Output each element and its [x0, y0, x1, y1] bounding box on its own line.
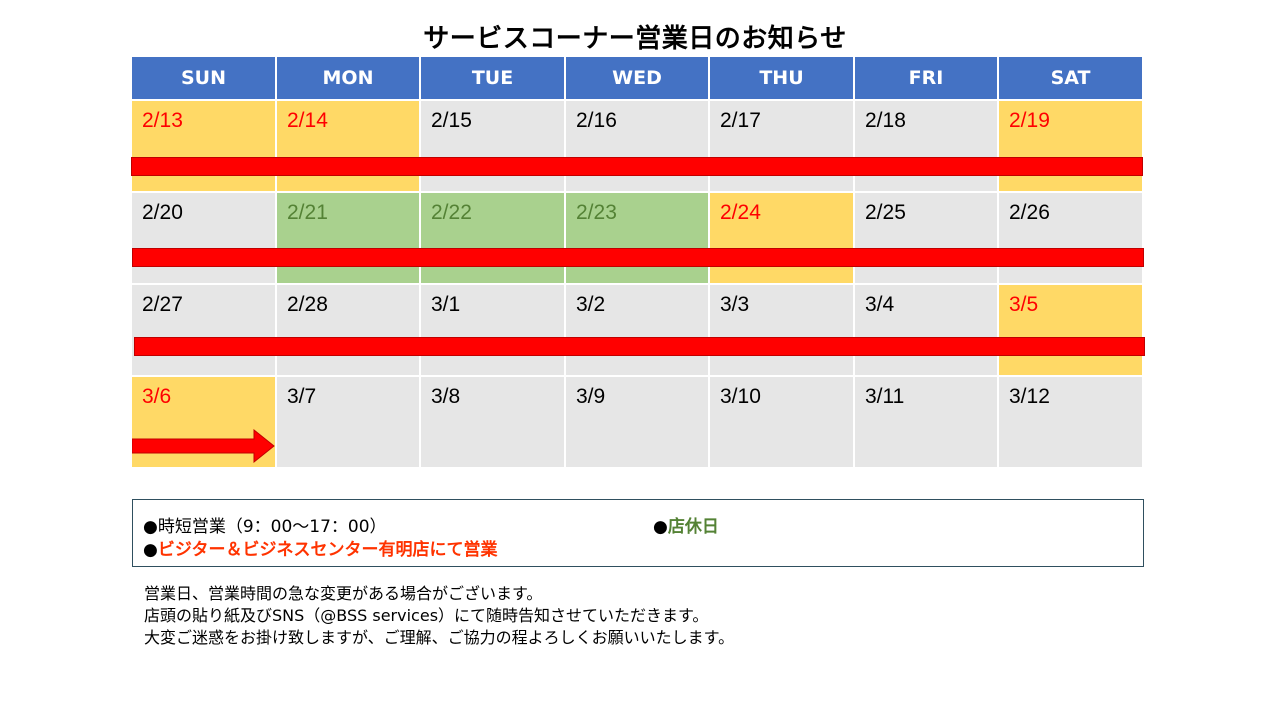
day-cell: 3/1	[421, 285, 566, 377]
legend-closed-label: 店休日	[667, 517, 719, 537]
legend-relocation: ●ビジター＆ビジネスセンター有明店にて営業	[143, 535, 498, 560]
weekday-header-mon: MON	[277, 57, 421, 99]
day-label: 3/12	[1009, 385, 1050, 408]
weekday-header-sat: SAT	[999, 57, 1144, 99]
day-label: 3/6	[142, 385, 172, 408]
legend-box: ●時短営業（9：00～17：00） ●店休日 ●ビジター＆ビジネスセンター有明店…	[132, 499, 1144, 567]
day-cell: 2/28	[277, 285, 421, 377]
weekday-header-thu: THU	[710, 57, 855, 99]
day-cell: 2/15	[421, 101, 566, 193]
day-label: 3/9	[576, 385, 606, 408]
weekday-header-sun: SUN	[132, 57, 277, 99]
day-cell: 3/3	[710, 285, 855, 377]
day-label: 2/28	[287, 293, 328, 316]
day-label: 2/17	[720, 109, 761, 132]
day-label: 3/10	[720, 385, 761, 408]
day-cell: 2/25	[855, 193, 999, 285]
day-cell: 2/26	[999, 193, 1144, 285]
day-label: 2/20	[142, 201, 183, 224]
relocation-bar	[134, 337, 1145, 356]
day-label: 3/11	[865, 385, 905, 408]
day-label: 2/23	[576, 201, 617, 224]
notice-text: 営業日、営業時間の急な変更がある場合がございます。 店頭の貼り紙及びSNS（@B…	[144, 583, 734, 649]
day-cell: 2/21	[277, 193, 421, 285]
legend-closed: ●店休日	[653, 512, 719, 537]
day-label: 2/26	[1009, 201, 1050, 224]
notice-line: 営業日、営業時間の急な変更がある場合がございます。	[144, 584, 543, 603]
day-cell: 3/6	[132, 377, 277, 469]
day-cell: 2/14	[277, 101, 421, 193]
day-cell: 2/20	[132, 193, 277, 285]
notice-line: 店頭の貼り紙及びSNS（@BSS services）にて随時告知させていただきま…	[144, 606, 709, 625]
day-cell: 3/9	[566, 377, 710, 469]
day-label: 3/3	[720, 293, 750, 316]
day-label: 2/15	[431, 109, 472, 132]
day-label: 2/16	[576, 109, 617, 132]
day-label: 2/14	[287, 109, 328, 132]
day-label: 2/27	[142, 293, 183, 316]
page-title: サービスコーナー営業日のお知らせ	[423, 24, 847, 54]
day-cell: 3/8	[421, 377, 566, 469]
day-label: 2/19	[1009, 109, 1050, 132]
day-cell: 2/18	[855, 101, 999, 193]
day-label: 2/21	[287, 201, 328, 224]
day-cell: 3/12	[999, 377, 1144, 469]
day-cell: 3/10	[710, 377, 855, 469]
weekday-header-tue: TUE	[421, 57, 566, 99]
day-label: 2/24	[720, 201, 761, 224]
calendar-grid: SUN MON TUE WED THU FRI SAT 2/13 2/14 2/15 2/16 2/1…	[131, 57, 1145, 469]
day-label: 3/4	[865, 293, 895, 316]
notice-line: 大変ご迷惑をお掛け致しますが、ご理解、ご協力の程よろしくお願いいたします。	[144, 628, 735, 647]
day-label: 3/8	[431, 385, 461, 408]
relocation-arrow-icon	[132, 428, 275, 464]
day-cell: 2/23	[566, 193, 710, 285]
day-cell: 2/22	[421, 193, 566, 285]
day-cell: 3/7	[277, 377, 421, 469]
day-cell: 2/19	[999, 101, 1144, 193]
legend-relocation-label: ビジター＆ビジネスセンター有明店にて営業	[157, 540, 498, 560]
weekday-header-wed: WED	[566, 57, 710, 99]
relocation-bar	[132, 248, 1144, 267]
bullet-icon: ●	[143, 540, 158, 560]
day-label: 2/25	[865, 201, 906, 224]
day-label: 3/1	[431, 293, 461, 316]
day-cell: 2/16	[566, 101, 710, 193]
day-label: 3/2	[576, 293, 606, 316]
day-label: 2/22	[431, 201, 472, 224]
day-label: 3/7	[287, 385, 317, 408]
bullet-icon: ●	[653, 517, 668, 537]
day-label: 2/13	[142, 109, 183, 132]
day-cell: 2/13	[132, 101, 277, 193]
day-cell: 3/11	[855, 377, 999, 469]
relocation-bar	[131, 157, 1143, 176]
day-label: 2/18	[865, 109, 906, 132]
day-cell: 2/17	[710, 101, 855, 193]
weekday-header-fri: FRI	[855, 57, 999, 99]
day-cell: 2/27	[132, 285, 277, 377]
day-label: 3/5	[1009, 293, 1039, 316]
day-cell: 3/5	[999, 285, 1144, 377]
bullet-icon: ●	[143, 517, 158, 537]
day-cell: 3/4	[855, 285, 999, 377]
day-cell: 3/2	[566, 285, 710, 377]
legend-short-hours-label: 時短営業（9：00～17：00）	[157, 517, 387, 537]
legend-short-hours: ●時短営業（9：00～17：00）	[143, 512, 387, 537]
day-cell: 2/24	[710, 193, 855, 285]
